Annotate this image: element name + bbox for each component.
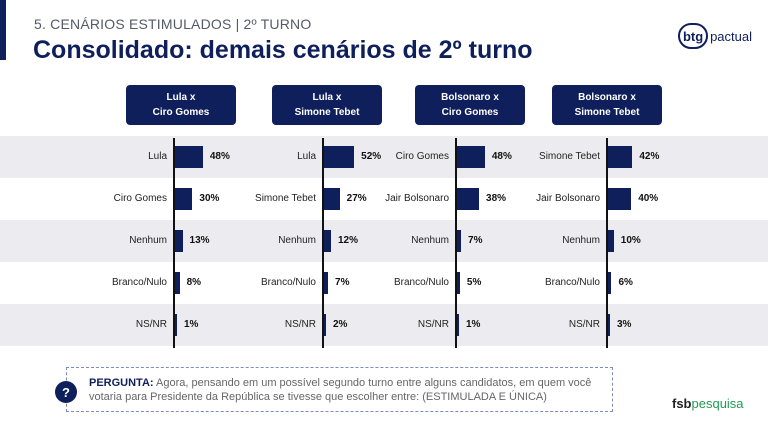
question-text: Agora, pensando em um possível segundo t… xyxy=(89,377,592,403)
category-label: Ciro Gomes xyxy=(395,151,449,162)
fsb-logo-b: pesquisa xyxy=(691,396,744,411)
bar xyxy=(324,188,340,210)
value-label: 1% xyxy=(184,319,199,330)
chart-title-line1: Lula x xyxy=(312,92,342,103)
bar xyxy=(457,230,462,252)
bar xyxy=(324,146,355,168)
chart-title-line2: Simone Tebet xyxy=(574,107,640,118)
row-stripe xyxy=(0,136,768,178)
question-icon: ? xyxy=(55,381,77,403)
chart-axis xyxy=(455,138,457,348)
category-label: Nenhum xyxy=(411,235,449,246)
chart-axis xyxy=(173,138,175,348)
value-label: 7% xyxy=(468,235,483,246)
category-label: Nenhum xyxy=(129,235,167,246)
category-label: Simone Tebet xyxy=(255,193,316,204)
chart-axis xyxy=(322,138,324,348)
chart-title: Lula x Ciro Gomes xyxy=(126,85,236,125)
bar xyxy=(175,230,183,252)
bar xyxy=(457,314,459,336)
category-label: Branco/Nulo xyxy=(393,277,449,288)
bar xyxy=(175,314,177,336)
value-label: 7% xyxy=(335,277,350,288)
chart-axis xyxy=(606,138,608,348)
value-label: 42% xyxy=(639,151,660,162)
value-label: 1% xyxy=(466,319,481,330)
value-label: 27% xyxy=(346,193,367,204)
accent-bar xyxy=(0,0,6,60)
fsb-pesquisa-logo: fsbpesquisa xyxy=(672,396,744,411)
category-label: NS/NR xyxy=(568,319,600,330)
category-label: Branco/Nulo xyxy=(260,277,316,288)
value-label: 40% xyxy=(638,193,659,204)
category-label: Ciro Gomes xyxy=(113,193,167,204)
chart-title: Bolsonaro x Ciro Gomes xyxy=(415,85,525,125)
bar xyxy=(175,146,203,168)
value-label: 48% xyxy=(491,151,512,162)
row-stripe xyxy=(0,304,768,346)
category-label: NS/NR xyxy=(417,319,449,330)
bar xyxy=(608,272,612,294)
chart-title: Lula x Simone Tebet xyxy=(272,85,382,125)
category-label: Branco/Nulo xyxy=(111,277,167,288)
bar xyxy=(608,146,633,168)
value-label: 6% xyxy=(618,277,633,288)
value-label: 3% xyxy=(617,319,632,330)
chart-title-line2: Ciro Gomes xyxy=(152,107,210,118)
chart-title-line1: Bolsonaro x xyxy=(578,92,636,103)
bar xyxy=(324,230,331,252)
bar xyxy=(457,146,485,168)
chart-title-line2: Ciro Gomes xyxy=(441,107,499,118)
value-label: 13% xyxy=(189,235,210,246)
category-label: Jair Bolsonaro xyxy=(385,193,449,204)
btg-logo-word: pactual xyxy=(710,28,752,44)
btg-pactual-logo: btg pactual xyxy=(678,22,752,50)
bar xyxy=(608,230,614,252)
section-label: 5. CENÁRIOS ESTIMULADOS | 2º TURNO xyxy=(34,16,312,32)
value-label: 12% xyxy=(337,235,358,246)
bar xyxy=(324,314,326,336)
chart-title: Bolsonaro x Simone Tebet xyxy=(552,85,662,125)
category-label: NS/NR xyxy=(284,319,316,330)
value-label: 10% xyxy=(620,235,641,246)
row-stripe xyxy=(0,220,768,262)
bar xyxy=(457,272,460,294)
category-label: Lula xyxy=(148,151,167,162)
chart-title-line1: Bolsonaro x xyxy=(441,92,499,103)
category-label: Simone Tebet xyxy=(539,151,600,162)
bar xyxy=(608,188,632,210)
page-title: Consolidado: demais cenários de 2º turno xyxy=(33,36,533,64)
category-label: Nenhum xyxy=(278,235,316,246)
category-label: Nenhum xyxy=(562,235,600,246)
fsb-logo-a: fsb xyxy=(672,396,692,411)
chart-title-line1: Lula x xyxy=(166,92,196,103)
bar xyxy=(324,272,329,294)
btg-logo-mark: btg xyxy=(678,23,709,49)
question-label: PERGUNTA: xyxy=(89,377,154,389)
value-label: 5% xyxy=(466,277,482,288)
value-label: 2% xyxy=(333,319,348,330)
category-label: Lula xyxy=(297,151,316,162)
value-label: 30% xyxy=(199,193,220,204)
bar xyxy=(175,188,193,210)
bar xyxy=(457,188,480,210)
chart-title-line2: Simone Tebet xyxy=(294,107,360,118)
bar xyxy=(175,272,180,294)
value-label: 38% xyxy=(486,193,507,204)
value-label: 52% xyxy=(361,151,382,162)
question-box: PERGUNTA: Agora, pensando em um possível… xyxy=(66,367,613,412)
category-label: NS/NR xyxy=(135,319,167,330)
category-label: Jair Bolsonaro xyxy=(536,193,600,204)
value-label: 48% xyxy=(209,151,230,162)
bar xyxy=(608,314,610,336)
value-label: 8% xyxy=(186,277,202,288)
category-label: Branco/Nulo xyxy=(544,277,600,288)
